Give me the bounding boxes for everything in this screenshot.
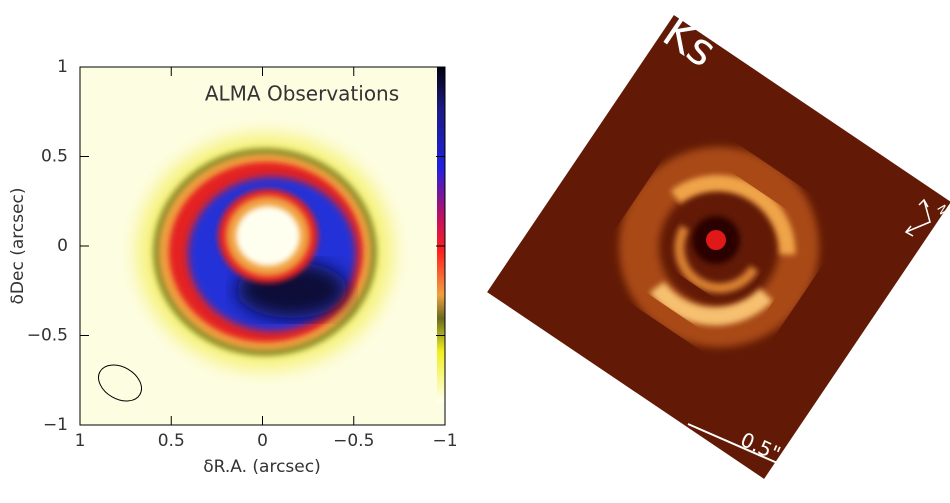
- y-tick-label: −0.5: [27, 326, 68, 346]
- y-tick-label: 0.5: [41, 147, 68, 167]
- x-tick-label: −1: [432, 431, 457, 451]
- color-bar: [437, 67, 445, 402]
- scale-bar: [687, 423, 799, 473]
- y-tick-label: 0: [57, 236, 68, 256]
- x-tick-label: 0: [257, 431, 268, 451]
- x-tick-label: 1: [75, 431, 86, 451]
- star-mask: [706, 230, 726, 250]
- x-tick-label: −0.5: [333, 431, 374, 451]
- compass: [904, 198, 931, 237]
- y-axis-label: δDec (arcsec): [8, 187, 28, 304]
- panel-title: ALMA Observations: [205, 82, 399, 106]
- x-axis-label: δR.A. (arcsec): [203, 457, 320, 477]
- y-tick-label: 1: [57, 57, 68, 77]
- x-tick-label: 0.5: [158, 431, 185, 451]
- alma-map: [80, 67, 445, 425]
- beam: [98, 364, 142, 402]
- y-tick-label: −1: [43, 415, 68, 435]
